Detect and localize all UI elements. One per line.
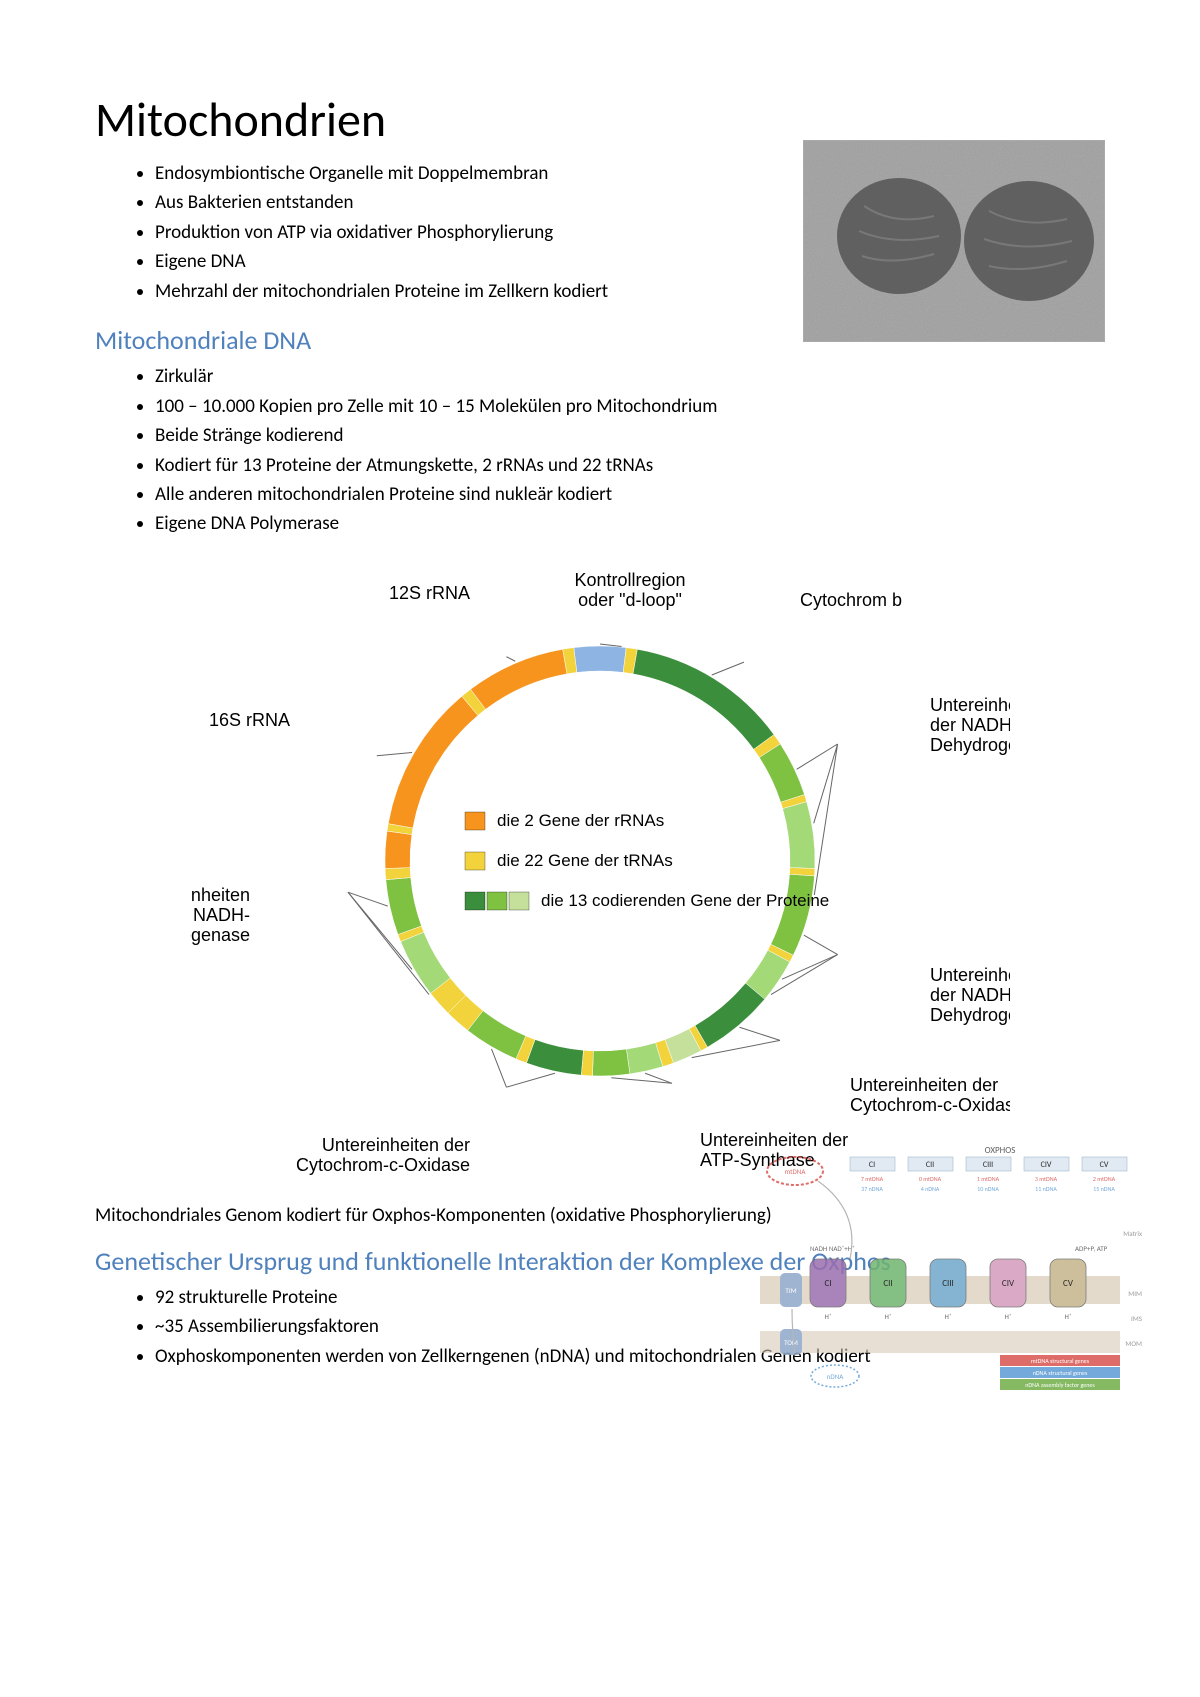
svg-text:CIV: CIV xyxy=(1041,1160,1052,1170)
svg-text:CV: CV xyxy=(1100,1160,1109,1170)
svg-text:Dehydrogenase: Dehydrogenase xyxy=(930,735,1010,755)
svg-text:15 nDNA: 15 nDNA xyxy=(1093,1185,1115,1193)
mtdna-list: Zirkulär 100 – 10.000 Kopien pro Zelle m… xyxy=(95,362,1105,539)
svg-text:Cytochrom-c-Oxidase: Cytochrom-c-Oxidase xyxy=(850,1095,1010,1115)
svg-text:Untereinheiten der: Untereinheiten der xyxy=(850,1075,998,1095)
mt-genome-diagram: Kontrollregionoder "d-loop" 12S rRNA 16S r… xyxy=(190,551,1010,1196)
svg-text:TOM: TOM xyxy=(784,1338,798,1347)
svg-text:die 13 codierenden Gene der Pr: die 13 codierenden Gene der Proteine xyxy=(541,891,829,910)
svg-text:IMS: IMS xyxy=(1131,1314,1142,1323)
svg-text:10 nDNA: 10 nDNA xyxy=(977,1185,999,1193)
svg-text:ADP+Pᵢ ATP: ADP+Pᵢ ATP xyxy=(1075,1244,1108,1253)
svg-text:oder "d-loop": oder "d-loop" xyxy=(578,590,682,610)
svg-text:37 nDNA: 37 nDNA xyxy=(861,1185,883,1193)
svg-text:1 mtDNA: 1 mtDNA xyxy=(977,1175,1000,1183)
svg-text:der NADH-: der NADH- xyxy=(190,905,250,925)
svg-text:Kontrollregion: Kontrollregion xyxy=(574,570,685,590)
svg-text:die 2 Gene der rRNAs: die 2 Gene der rRNAs xyxy=(497,811,664,830)
svg-text:Untereinheiten der: Untereinheiten der xyxy=(322,1135,470,1155)
svg-text:Matrix: Matrix xyxy=(1123,1229,1142,1238)
svg-text:H⁺: H⁺ xyxy=(1065,1312,1072,1321)
svg-text:CV: CV xyxy=(1063,1278,1074,1289)
svg-text:OXPHOS: OXPHOS xyxy=(985,1145,1016,1156)
svg-text:nDNA structural genes: nDNA structural genes xyxy=(1033,1369,1088,1377)
svg-text:CII: CII xyxy=(883,1278,892,1289)
list-item: Eigene DNA Polymerase xyxy=(155,509,1105,538)
svg-text:4 nDNA: 4 nDNA xyxy=(921,1185,940,1193)
svg-text:16S rRNA: 16S rRNA xyxy=(209,710,290,730)
svg-text:H⁺: H⁺ xyxy=(885,1312,892,1321)
oxphos-schematic: OXPHOSETCCI7 mtDNA37 nDNACII0 mtDNA4 nDN… xyxy=(740,1141,1150,1401)
svg-text:7 mtDNA: 7 mtDNA xyxy=(861,1175,884,1183)
svg-text:0 mtDNA: 0 mtDNA xyxy=(919,1175,942,1183)
svg-text:mtDNA: mtDNA xyxy=(785,1167,807,1176)
svg-text:MOM: MOM xyxy=(1125,1339,1142,1348)
svg-text:H⁺: H⁺ xyxy=(825,1312,832,1321)
svg-text:12S rRNA: 12S rRNA xyxy=(389,583,470,603)
svg-text:TIM: TIM xyxy=(785,1286,796,1295)
mitochondria-em-image xyxy=(803,140,1105,342)
svg-text:CI: CI xyxy=(824,1278,831,1289)
svg-text:2 mtDNA: 2 mtDNA xyxy=(1093,1175,1116,1183)
svg-text:H⁺: H⁺ xyxy=(1005,1312,1012,1321)
svg-text:Untereinheiten: Untereinheiten xyxy=(930,965,1010,985)
svg-text:CIV: CIV xyxy=(1002,1278,1015,1289)
svg-text:CI: CI xyxy=(869,1160,875,1170)
svg-text:nDNA assembly factor genes: nDNA assembly factor genes xyxy=(1025,1381,1095,1389)
svg-text:CII: CII xyxy=(926,1160,934,1170)
svg-text:NADH NAD⁺+H⁺: NADH NAD⁺+H⁺ xyxy=(810,1244,855,1253)
svg-text:Untereinheiten: Untereinheiten xyxy=(930,695,1010,715)
svg-text:Dehydrogenase: Dehydrogenase xyxy=(930,1005,1010,1025)
list-item: Alle anderen mitochondrialen Proteine si… xyxy=(155,480,1105,509)
svg-text:nDNA: nDNA xyxy=(827,1372,845,1381)
list-item: Beide Stränge kodierend xyxy=(155,421,1105,450)
list-item: Zirkulär xyxy=(155,362,1105,391)
svg-text:Untereinheiten: Untereinheiten xyxy=(190,885,250,905)
svg-text:die 22 Gene der tRNAs: die 22 Gene der tRNAs xyxy=(497,851,673,870)
list-item: 100 – 10.000 Kopien pro Zelle mit 10 – 1… xyxy=(155,392,1105,421)
list-item: Kodiert für 13 Proteine der Atmungskette… xyxy=(155,451,1105,480)
svg-text:der NADH-: der NADH- xyxy=(930,985,1010,1005)
svg-text:mtDNA structural genes: mtDNA structural genes xyxy=(1031,1357,1090,1365)
svg-text:Cytochrom b: Cytochrom b xyxy=(800,590,902,610)
svg-text:11 nDNA: 11 nDNA xyxy=(1035,1185,1057,1193)
svg-text:MIM: MIM xyxy=(1128,1289,1142,1298)
svg-text:der NADH-: der NADH- xyxy=(930,715,1010,735)
svg-text:3 mtDNA: 3 mtDNA xyxy=(1035,1175,1058,1183)
svg-text:Cytochrom-c-Oxidase: Cytochrom-c-Oxidase xyxy=(296,1155,470,1175)
svg-text:Dehydrogenase: Dehydrogenase xyxy=(190,925,250,945)
svg-text:CIII: CIII xyxy=(942,1278,954,1289)
svg-text:CIII: CIII xyxy=(983,1160,993,1170)
svg-text:H⁺: H⁺ xyxy=(945,1312,952,1321)
